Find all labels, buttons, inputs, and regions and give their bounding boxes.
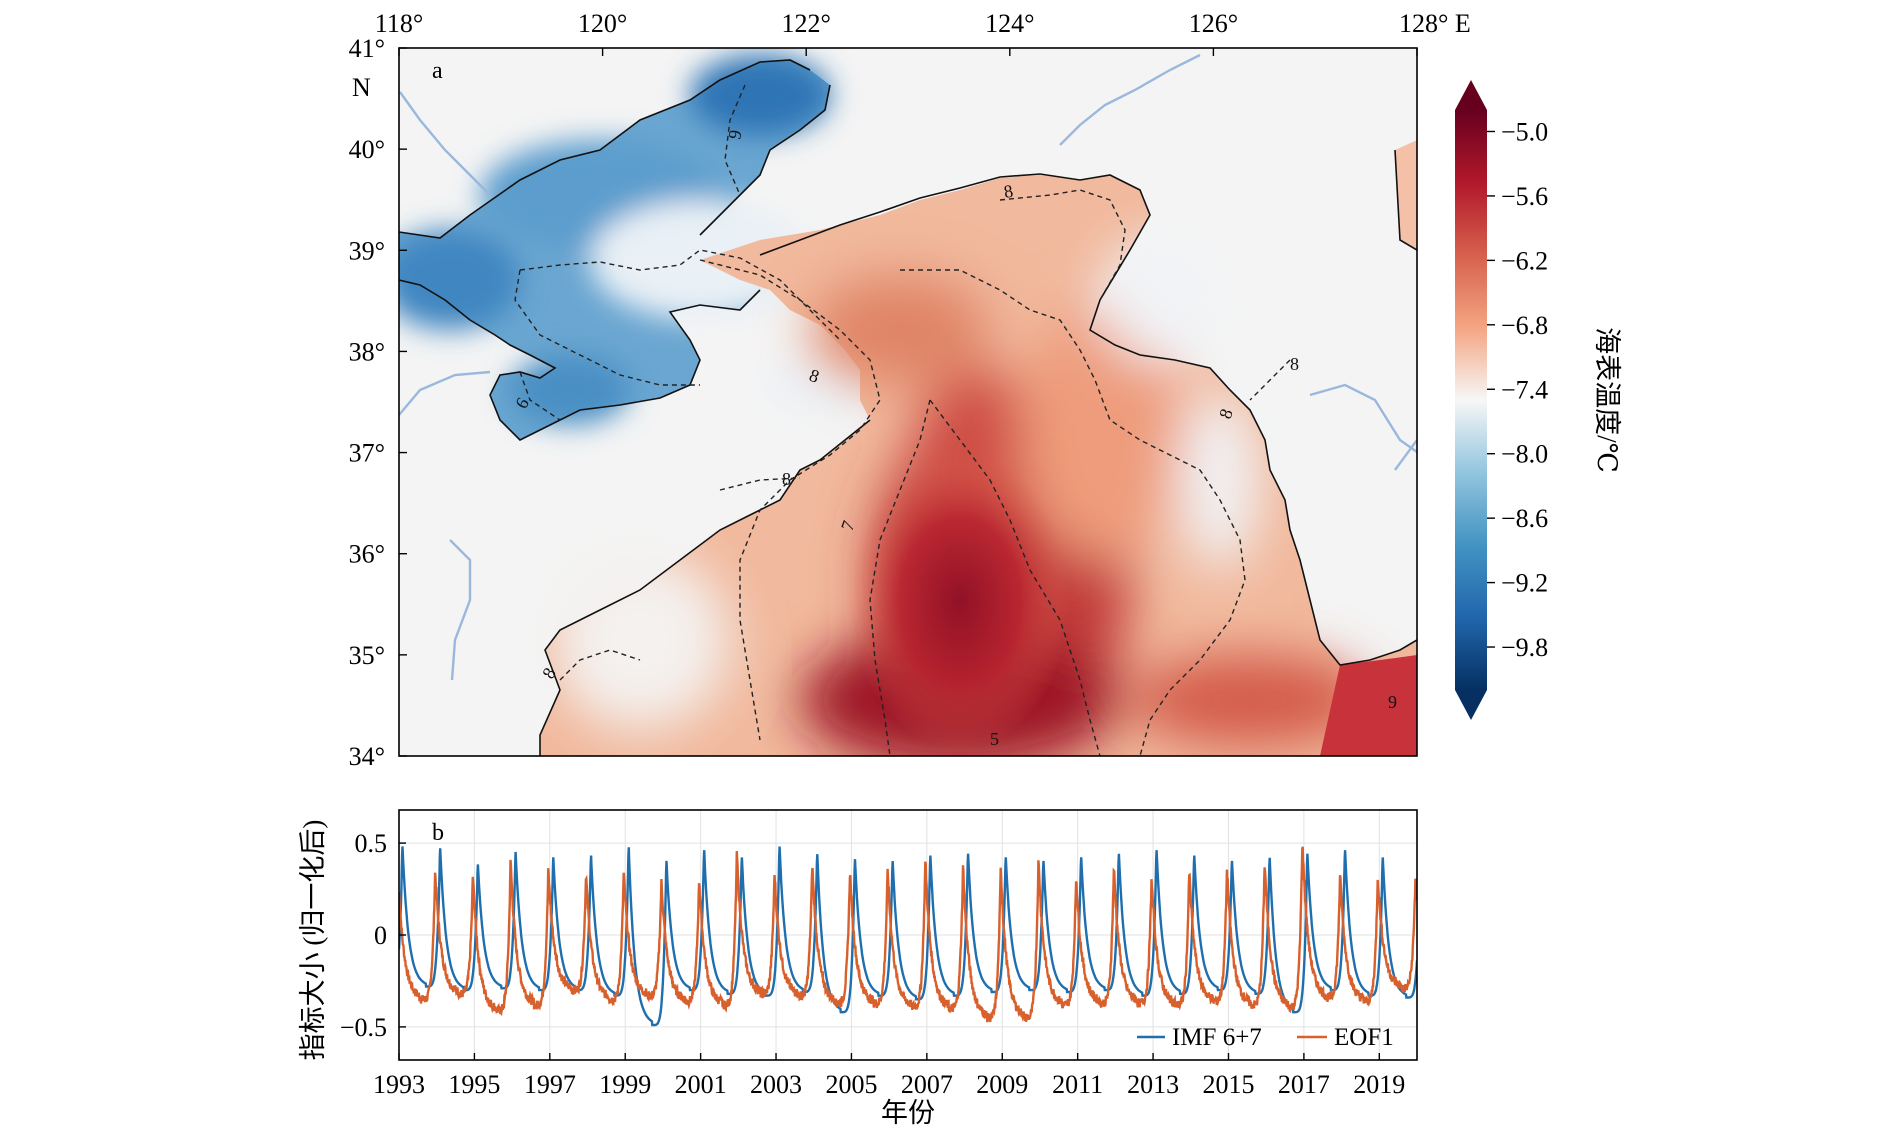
se-sea-patch [1320,655,1417,756]
map-y-tick-label: 41° [349,34,385,63]
map-x-tick-label: 126° [1189,9,1238,38]
contour-label: 9 [1388,692,1397,712]
map-x-tick-label: 128° E [1399,9,1471,38]
x-tick-label: 2011 [1052,1070,1103,1099]
map-panel: 9 8 6 8 8 8 7 8 8 9 5 a 118° 120° 122° 124°… [349,9,1471,771]
colorbar-tick-label: −5.6 [1501,182,1548,211]
x-tick-label: 1993 [373,1070,425,1099]
x-tick-label: 2013 [1127,1070,1179,1099]
colorbar-extend-min [1455,690,1487,720]
legend-label-imf: IMF 6+7 [1172,1024,1262,1051]
timeseries-panel: b 1993 1995 1997 1999 2001 2003 2005 2007 2009 20… [298,809,1418,1128]
contour-label: 5 [990,729,999,749]
x-tick-label: 1997 [524,1070,576,1099]
contours [514,84,1291,756]
colorbar-tick-label: −7.4 [1501,375,1548,404]
map-x-tick-label: 124° [985,9,1034,38]
colorbar-ticks: −5.0 −5.6 −6.2 −6.8 −7.4 −8.0 −8.6 −9.2 −9.8 [1487,117,1548,662]
contour-label: 8 [1290,354,1299,374]
x-tick-label: 2015 [1202,1070,1254,1099]
colorbar-tick-label: −9.8 [1501,633,1548,662]
x-tick-label: 2007 [901,1070,953,1099]
colorbar-label: 海表温度/℃ [1592,327,1622,473]
series-line-eof1 [399,846,1417,1023]
colorbar-tick-label: −6.2 [1501,246,1548,275]
x-tick-label: 2017 [1278,1070,1330,1099]
x-axis: 1993 1995 1997 1999 2001 2003 2005 2007 2009 2011… [373,1053,1405,1099]
map-frame [398,47,1418,757]
x-axis-title: 年份 [881,1098,935,1128]
map-y-tick-label: 37° [349,439,385,468]
map-y-axis: 41° 40° 39° 38° 37° 36° 35° 34° [349,34,407,771]
map-field: 9 8 6 8 8 8 7 8 8 9 5 [399,48,1417,756]
map-y-tick-label: 35° [349,641,385,670]
contour-label: 8 [782,469,791,489]
map-x-tick-label: 120° [578,9,627,38]
map-x-axis: 118° 120° 122° 124° 126° 128° E [375,9,1471,56]
rivers [399,53,1417,681]
colorbar-tick-label: −8.6 [1501,504,1548,533]
contour-label: 8 [1002,181,1014,202]
panel-label-a: a [432,58,443,84]
y-tick-label: 0.5 [355,829,388,858]
colorbar: −5.0 −5.6 −6.2 −6.8 −7.4 −8.0 −8.6 −9.2 −9.8 海表温… [1455,80,1622,720]
y-tick-label: 0 [374,921,387,950]
x-tick-label: 2003 [750,1070,802,1099]
x-tick-label: 2005 [825,1070,877,1099]
colorbar-extend-max [1455,80,1487,110]
contour-label: 9 [724,128,745,140]
map-x-tick-label: 118° [375,9,423,38]
colorbar-tick-label: −5.0 [1501,117,1548,146]
y-axis: 0.5 0 −0.5 [340,829,406,1042]
map-y-tick-label: 34° [349,742,385,771]
map-y-unit: N [352,73,371,102]
map-y-tick-label: 39° [349,236,385,265]
y-axis-title: 指标大小 (归一化后) [298,820,328,1061]
series-line-imf [399,846,1417,1027]
x-tick-label: 1995 [448,1070,500,1099]
x-tick-label: 2019 [1353,1070,1405,1099]
panel-label-b: b [432,820,444,846]
map-x-tick-label: 122° [781,9,830,38]
colorbar-gradient [1455,110,1487,690]
y-tick-label: −0.5 [340,1013,387,1042]
colorbar-tick-label: −8.0 [1501,440,1548,469]
map-y-tick-label: 40° [349,135,385,164]
map-y-tick-label: 38° [349,337,385,366]
colorbar-tick-label: −6.8 [1501,311,1548,340]
x-tick-label: 1999 [599,1070,651,1099]
legend-label-eof1: EOF1 [1334,1024,1394,1051]
coastline [399,59,1417,756]
map-y-tick-label: 36° [349,540,385,569]
x-tick-label: 2001 [675,1070,727,1099]
legend: IMF 6+7 EOF1 [1137,1024,1394,1051]
x-tick-label: 2009 [976,1070,1028,1099]
colorbar-tick-label: −9.2 [1501,569,1548,598]
ne-sea-patch [1395,140,1417,250]
